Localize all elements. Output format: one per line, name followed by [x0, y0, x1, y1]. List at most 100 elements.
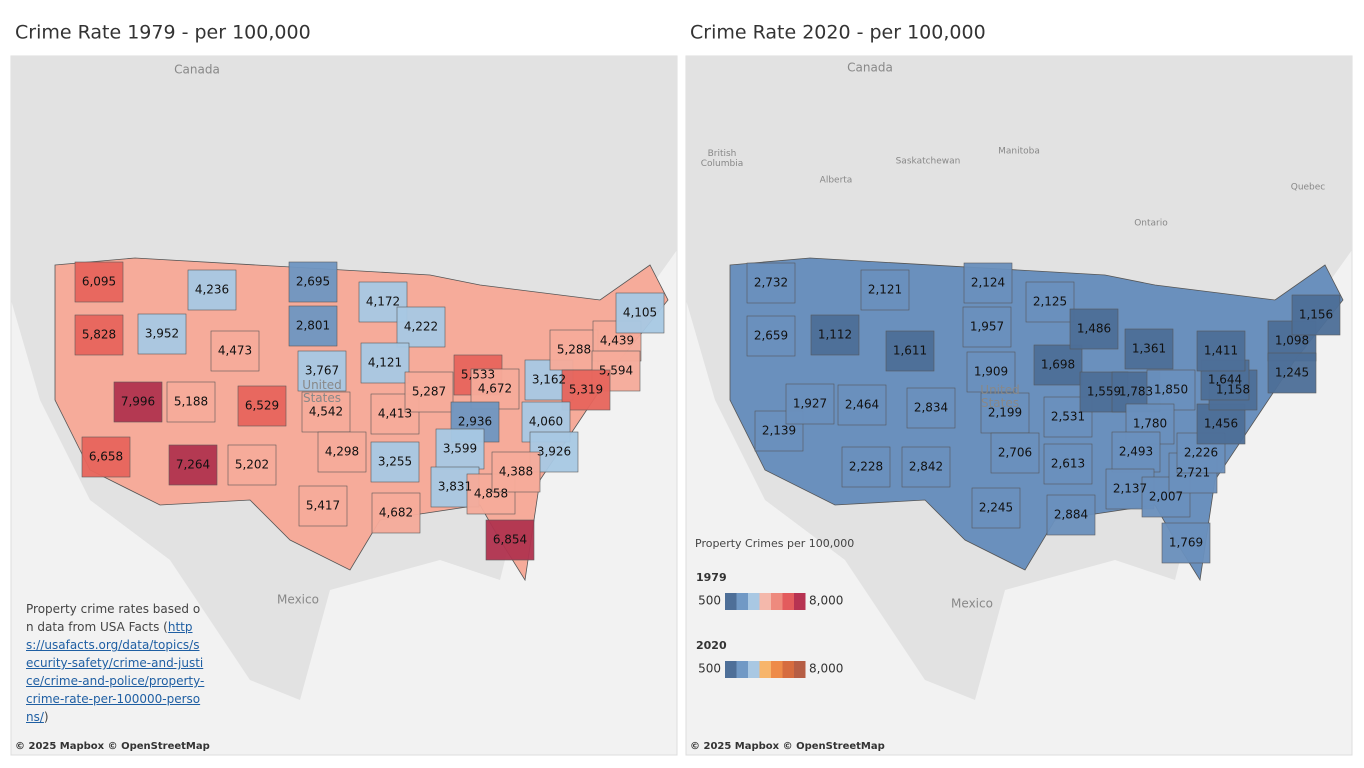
- legend-min: 500: [698, 594, 721, 608]
- state-label: 2,659: [754, 329, 788, 343]
- place-label: United States: [980, 383, 1019, 410]
- state: [746, 262, 796, 304]
- state: [317, 431, 367, 473]
- state: [227, 444, 277, 486]
- note-link[interactable]: https://usafacts.org/data/topics/securit…: [26, 620, 205, 724]
- state-label: 2,121: [868, 283, 902, 297]
- place-label: United States: [302, 378, 341, 405]
- state: [962, 306, 1012, 348]
- state-label: 1,156: [1299, 308, 1333, 322]
- legend-min: 500: [698, 662, 721, 676]
- state-label: 2,842: [909, 460, 943, 474]
- state: [74, 314, 124, 356]
- state: [810, 314, 860, 356]
- legend-title: Property Crimes per 100,000: [695, 537, 854, 550]
- state-label: 2,493: [1119, 445, 1153, 459]
- state: [404, 371, 454, 413]
- state-label: 4,858: [474, 487, 508, 501]
- state-label: 2,007: [1149, 490, 1183, 504]
- state-label: 4,060: [529, 415, 563, 429]
- state-label: 2,884: [1054, 508, 1088, 522]
- state-label: 1,783: [1119, 385, 1153, 399]
- state-label: 5,594: [599, 364, 633, 378]
- place-label: Quebec: [1291, 183, 1326, 193]
- legend-swatch: [748, 593, 760, 610]
- state-label: 1,411: [1204, 344, 1238, 358]
- state-label: 5,828: [82, 328, 116, 342]
- state-label: 1,611: [893, 344, 927, 358]
- place-label: Alberta: [820, 176, 853, 186]
- state: [297, 350, 347, 392]
- state-label: 2,531: [1051, 410, 1085, 424]
- state-label: 6,529: [245, 399, 279, 413]
- state: [491, 451, 541, 493]
- state-label: 1,098: [1275, 334, 1309, 348]
- state: [168, 444, 218, 486]
- state-label: 2,695: [296, 275, 330, 289]
- legend-max: 8,000: [809, 662, 843, 676]
- state-label: 1,456: [1204, 417, 1238, 431]
- state-label: 4,439: [600, 334, 634, 348]
- map-title: Crime Rate 1979 - per 100,000: [15, 22, 311, 44]
- state: [187, 269, 237, 311]
- state-label: 1,158: [1216, 383, 1250, 397]
- state: [966, 351, 1016, 393]
- state: [1161, 522, 1211, 564]
- state: [1043, 396, 1093, 438]
- state: [615, 292, 665, 334]
- legend-swatch: [725, 593, 737, 610]
- state: [1291, 294, 1341, 336]
- state-label: 4,105: [623, 306, 657, 320]
- place-label: Canada: [847, 61, 893, 75]
- state: [837, 384, 887, 426]
- state: [980, 392, 1030, 434]
- state-label: 4,298: [325, 445, 359, 459]
- state-label: 1,780: [1133, 417, 1167, 431]
- state-label: 1,361: [1132, 342, 1166, 356]
- state-label: 3,952: [145, 327, 179, 341]
- state-label: 4,413: [378, 407, 412, 421]
- legend-swatch: [725, 661, 737, 678]
- state: [549, 329, 599, 371]
- footnote: Property crime rates based on data from …: [26, 600, 206, 726]
- state: [485, 519, 535, 561]
- state-label: 2,139: [762, 424, 796, 438]
- legend-swatch: [794, 661, 806, 678]
- state: [237, 385, 287, 427]
- state-label: 1,927: [793, 397, 827, 411]
- state-label: 4,121: [368, 356, 402, 370]
- state-label: 3,926: [537, 445, 571, 459]
- state-label: 7,996: [121, 395, 155, 409]
- state: [1033, 344, 1083, 386]
- state-label: 3,255: [378, 455, 412, 469]
- state: [746, 315, 796, 357]
- state-label: 2,125: [1033, 295, 1067, 309]
- state-label: 3,599: [443, 442, 477, 456]
- note-text: Property crime rates based on data from …: [26, 602, 201, 634]
- state: [74, 261, 124, 303]
- attribution: © 2025 Mapbox © OpenStreetMap: [690, 741, 885, 752]
- state-label: 5,188: [174, 395, 208, 409]
- state-label: 7,264: [176, 458, 210, 472]
- state-label: 2,936: [458, 415, 492, 429]
- legend-swatch: [759, 593, 771, 610]
- state: [1124, 328, 1174, 370]
- state: [288, 261, 338, 303]
- state: [370, 441, 420, 483]
- state-label: 1,698: [1041, 358, 1075, 372]
- state-label: 6,854: [493, 533, 527, 547]
- state-label: 5,202: [235, 458, 269, 472]
- legend-swatch: [759, 661, 771, 678]
- state: [1111, 431, 1161, 473]
- legend-swatch: [748, 661, 760, 678]
- state: [860, 269, 910, 311]
- state-label: 1,644: [1208, 373, 1242, 387]
- state-label: 6,658: [89, 450, 123, 464]
- place-label: Ontario: [1134, 219, 1168, 229]
- state-label: 2,226: [1184, 446, 1218, 460]
- state: [360, 342, 410, 384]
- state: [1267, 352, 1317, 394]
- place-label: Saskatchewan: [896, 157, 961, 167]
- state: [298, 485, 348, 527]
